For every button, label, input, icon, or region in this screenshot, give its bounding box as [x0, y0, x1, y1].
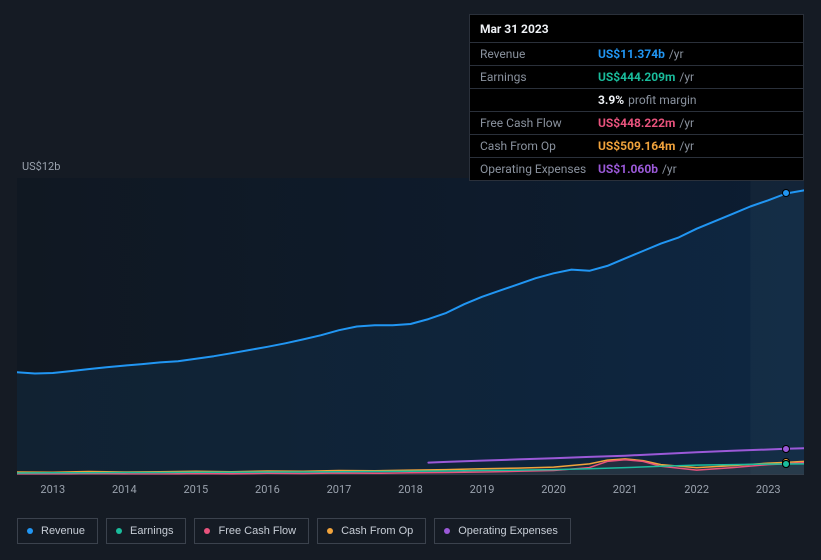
tooltip-value: US$11.374b	[598, 47, 665, 61]
tooltip-subvalue: 3.9%	[598, 93, 624, 107]
tooltip-subrow-earnings: 3.9% profit margin	[470, 89, 803, 112]
x-tick: 2022	[684, 483, 709, 496]
legend-item-earnings[interactable]: Earnings	[106, 518, 186, 544]
series-marker-revenue	[782, 189, 790, 197]
tooltip-value: US$1.060b	[598, 162, 658, 176]
chart-tooltip: Mar 31 2023 RevenueUS$11.374b/yrEarnings…	[469, 14, 804, 181]
tooltip-row-cfo: Cash From OpUS$509.164m/yr	[470, 135, 803, 158]
tooltip-label: Earnings	[480, 70, 598, 84]
legend-swatch	[116, 528, 122, 534]
x-tick: 2013	[40, 483, 65, 496]
legend-item-fcf[interactable]: Free Cash Flow	[194, 518, 309, 544]
tooltip-row-opex: Operating ExpensesUS$1.060b/yr	[470, 158, 803, 180]
legend-item-revenue[interactable]: Revenue	[17, 518, 98, 544]
tooltip-row-earnings: EarningsUS$444.209m/yr	[470, 66, 803, 89]
tooltip-value: US$509.164m	[598, 139, 675, 153]
legend-swatch	[444, 528, 450, 534]
tooltip-unit: /yr	[679, 139, 694, 153]
legend-label: Operating Expenses	[458, 525, 558, 537]
x-tick: 2017	[327, 483, 352, 496]
tooltip-unit: /yr	[669, 47, 684, 61]
tooltip-value: US$444.209m	[598, 70, 675, 84]
tooltip-label: Cash From Op	[480, 139, 598, 153]
legend-label: Free Cash Flow	[218, 525, 296, 537]
x-tick: 2020	[541, 483, 566, 496]
x-tick: 2019	[470, 483, 495, 496]
tooltip-row-fcf: Free Cash FlowUS$448.222m/yr	[470, 112, 803, 135]
x-tick: 2016	[255, 483, 280, 496]
legend-swatch	[27, 528, 33, 534]
chart-legend: Revenue Earnings Free Cash Flow Cash From O…	[17, 518, 571, 544]
x-tick: 2014	[112, 483, 137, 496]
series-marker-earnings	[782, 460, 790, 468]
legend-item-opex[interactable]: Operating Expenses	[434, 518, 571, 544]
x-tick: 2023	[756, 483, 781, 496]
legend-label: Earnings	[130, 525, 173, 537]
tooltip-unit: /yr	[679, 70, 694, 84]
tooltip-row-revenue: RevenueUS$11.374b/yr	[470, 43, 803, 66]
series-marker-operating_expenses	[782, 445, 790, 453]
x-axis: 2013 2014 2015 2016 2017 2018 2019 2020 2021 2022…	[17, 483, 804, 499]
legend-label: Cash From Op	[341, 525, 413, 537]
tooltip-value: US$448.222m	[598, 116, 675, 130]
tooltip-unit: /yr	[662, 162, 677, 176]
tooltip-sublabel: profit margin	[628, 93, 696, 107]
x-tick: 2015	[183, 483, 208, 496]
tooltip-date: Mar 31 2023	[470, 15, 803, 43]
y-tick-max: US$12b	[22, 160, 60, 173]
tooltip-unit: /yr	[679, 116, 694, 130]
legend-swatch	[204, 528, 210, 534]
x-tick: 2018	[398, 483, 423, 496]
x-tick: 2021	[613, 483, 638, 496]
legend-swatch	[327, 528, 333, 534]
legend-item-cfo[interactable]: Cash From Op	[317, 518, 426, 544]
legend-label: Revenue	[41, 525, 85, 537]
chart-plot[interactable]	[17, 178, 804, 475]
tooltip-label: Free Cash Flow	[480, 116, 598, 130]
tooltip-label: Revenue	[480, 47, 598, 61]
tooltip-label: Operating Expenses	[480, 162, 598, 176]
